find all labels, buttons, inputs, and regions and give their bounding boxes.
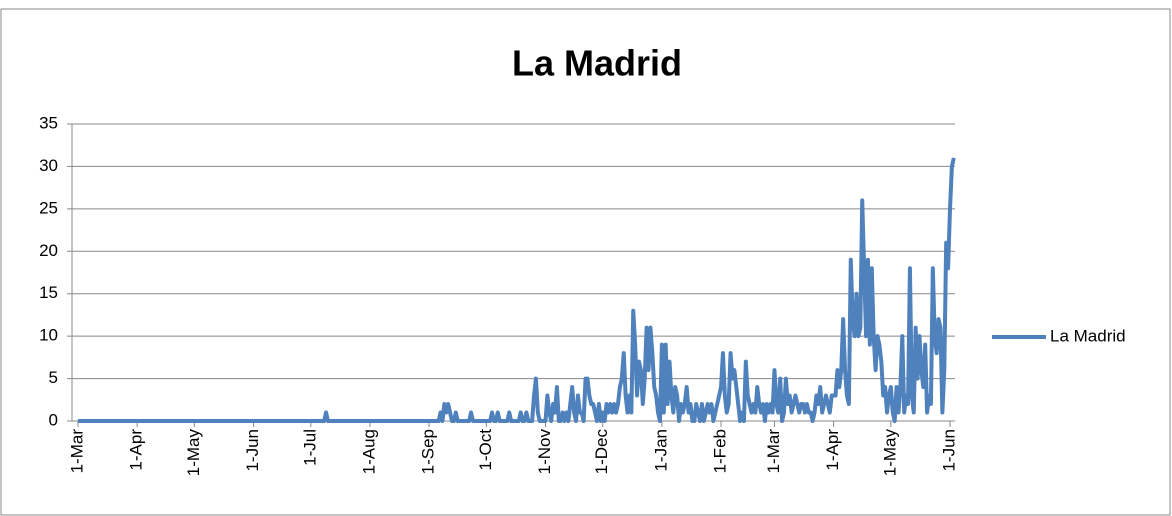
y-tick-label: 5 bbox=[49, 368, 58, 387]
x-tick-label: 1-May bbox=[880, 429, 899, 477]
x-tick-label: 1-Mar bbox=[764, 429, 783, 474]
y-tick-label: 35 bbox=[39, 113, 58, 132]
y-tick-label: 25 bbox=[39, 198, 58, 217]
y-tick-label: 20 bbox=[39, 241, 58, 260]
x-tick-label: 1-Sep bbox=[419, 429, 438, 474]
x-tick-label: 1-Oct bbox=[476, 429, 495, 471]
x-tick-label: 1-Jun bbox=[939, 429, 958, 472]
x-tick-label: 1-Nov bbox=[535, 429, 554, 475]
x-tick-label: 1-May bbox=[184, 429, 203, 477]
x-tick-label: 1-Dec bbox=[592, 429, 611, 475]
x-tick-label: 1-Jun bbox=[243, 429, 262, 472]
y-tick-label: 10 bbox=[39, 326, 58, 345]
legend-label: La Madrid bbox=[1050, 326, 1126, 345]
x-tick-label: 1-Apr bbox=[127, 429, 146, 471]
chart-border bbox=[0, 8, 1171, 516]
y-tick-label: 30 bbox=[39, 156, 58, 175]
y-tick-label: 0 bbox=[49, 410, 58, 429]
y-tick-label: 15 bbox=[39, 283, 58, 302]
data-line bbox=[77, 157, 956, 423]
x-tick-label: 1-Jul bbox=[300, 429, 319, 466]
chart-title: La Madrid bbox=[512, 43, 682, 84]
x-tick-label: 1-Mar bbox=[67, 429, 86, 474]
x-tick-label: 1-Feb bbox=[711, 429, 730, 473]
x-tick-label: 1-Aug bbox=[359, 429, 378, 474]
x-tick-label: 1-Jan bbox=[651, 429, 670, 472]
x-tick-label: 1-Apr bbox=[823, 429, 842, 471]
